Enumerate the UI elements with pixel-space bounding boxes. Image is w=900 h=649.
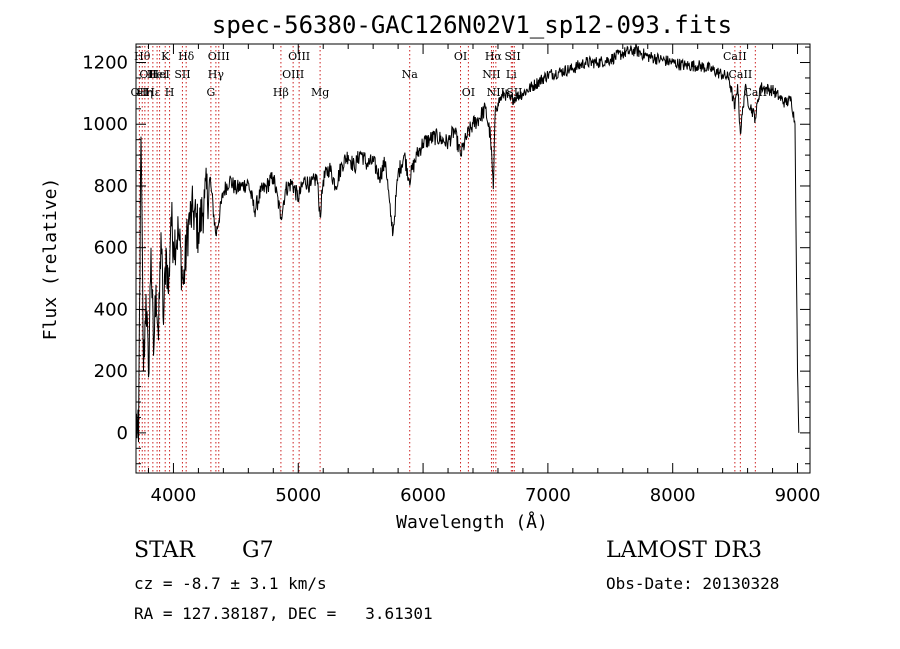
survey-name: LAMOST DR3	[606, 538, 762, 563]
x-tick-label: 8000	[650, 485, 696, 506]
line-label-18: Na	[402, 68, 419, 81]
line-label-24: Li	[506, 68, 517, 81]
line-label-28: CaII	[729, 68, 753, 81]
line-label-20: OI	[462, 86, 475, 99]
line-label-0: OII	[131, 86, 149, 99]
x-tick-label: 6000	[400, 485, 446, 506]
x-tick-label: 7000	[525, 485, 571, 506]
line-label-1: Hθ	[134, 50, 151, 63]
line-label-6: HeI	[149, 68, 169, 81]
object-subclass: G7	[242, 538, 274, 563]
object-class: STAR	[134, 538, 195, 563]
line-label-22: Hα	[485, 50, 503, 63]
y-tick-label: 1000	[82, 114, 128, 135]
line-label-17: Mg	[311, 86, 329, 99]
x-tick-label: 5000	[275, 485, 321, 506]
chart-title: spec-56380-GAC126N02V1_sp12-093.fits	[212, 11, 732, 39]
observation-date: Obs-Date: 20130328	[606, 574, 780, 593]
y-axis-label: Flux (relative)	[40, 178, 61, 341]
spectral-line-markers: OIIHθHηOIIHεHeIHeIKHSIIHδGHγOIIIHβOIIIOI…	[131, 46, 767, 473]
flux-series	[135, 43, 800, 443]
y-tick-label: 800	[94, 176, 128, 197]
line-label-7: K	[161, 50, 170, 63]
y-tick-label: 200	[94, 361, 128, 382]
x-tick-label: 4000	[151, 485, 197, 506]
line-label-23: NII	[487, 86, 505, 99]
y-tick-label: 1200	[82, 53, 128, 74]
line-label-15: OIII	[282, 68, 304, 81]
flux-line	[135, 43, 800, 443]
line-label-2: Hη	[137, 86, 153, 99]
line-label-4: Hε	[145, 86, 161, 99]
line-label-8: H	[165, 86, 175, 99]
line-label-27: CaII	[723, 50, 747, 63]
line-label-11: G	[206, 86, 215, 99]
axis-ticks: 4000 5000 6000 7000 8000 9000 0 200 400 600 800 100…	[82, 44, 820, 506]
line-label-25: SII	[504, 50, 520, 63]
line-label-14: Hβ	[273, 86, 289, 99]
y-tick-label: 400	[94, 299, 128, 320]
line-label-16: OIII	[288, 50, 310, 63]
x-axis-label: Wavelength (Å)	[396, 511, 548, 533]
line-label-9: SII	[174, 68, 190, 81]
coordinates: RA = 127.38187, DEC = 3.61301	[134, 604, 433, 623]
line-label-5: HeI	[147, 68, 167, 81]
redshift-readout: cz = -8.7 ± 3.1 km/s	[134, 574, 327, 593]
y-tick-label: 600	[94, 238, 128, 259]
line-label-19: OI	[454, 50, 467, 63]
y-tick-label: 0	[117, 423, 128, 444]
line-label-21: NII	[482, 68, 500, 81]
line-label-10: Hδ	[178, 50, 195, 63]
x-tick-label: 9000	[775, 485, 821, 506]
line-label-13: OIII	[208, 50, 230, 63]
line-label-12: Hγ	[208, 68, 225, 81]
plot-frame	[135, 43, 811, 474]
